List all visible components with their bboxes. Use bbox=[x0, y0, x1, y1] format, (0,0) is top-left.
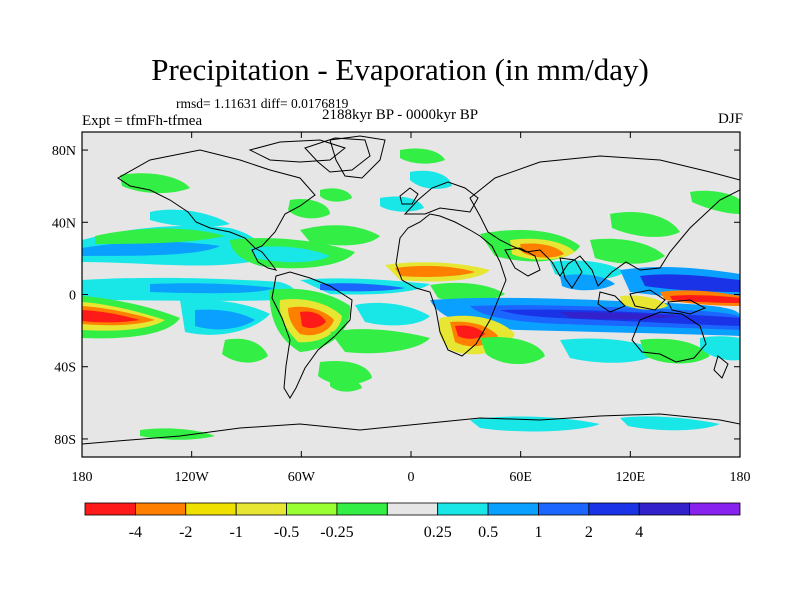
lat-tick-label: 40N bbox=[52, 216, 76, 231]
colorbar-box bbox=[286, 502, 338, 516]
lon-tick-label: 120W bbox=[175, 470, 210, 485]
lat-tick-label: 40S bbox=[54, 361, 76, 376]
contour-fields bbox=[82, 148, 740, 440]
colorbar-box bbox=[336, 502, 388, 516]
colorbar-box bbox=[437, 502, 489, 516]
lon-tick-label: 120E bbox=[616, 470, 646, 485]
colorbar-box bbox=[588, 502, 640, 516]
colorbar-box bbox=[386, 502, 439, 516]
colorbar-label: -2 bbox=[179, 524, 192, 541]
chart-title: Precipitation - Evaporation (in mm/day) bbox=[151, 52, 649, 87]
colorbar-label: -1 bbox=[229, 524, 242, 541]
experiment-label: Expt = tfmFh-tfmea bbox=[82, 113, 203, 129]
colorbar-box bbox=[185, 502, 237, 516]
lon-tick-label: 180 bbox=[730, 470, 751, 485]
lat-tick-label: 0 bbox=[69, 289, 76, 304]
colorbar-label: 4 bbox=[635, 524, 643, 541]
season-label: DJF bbox=[717, 111, 743, 127]
colorbar-boxes bbox=[84, 502, 741, 516]
lon-tick-label: 180 bbox=[72, 470, 93, 485]
stats-label: rmsd= 1.11631 diff= 0.0176819 bbox=[176, 96, 349, 111]
colorbar-box bbox=[84, 502, 136, 516]
colorbar-label: -4 bbox=[129, 524, 142, 541]
coastlines bbox=[82, 135, 740, 445]
colorbar-label: 2 bbox=[585, 524, 593, 541]
colorbar-label: 1 bbox=[534, 524, 542, 541]
colorbar-box bbox=[134, 502, 187, 516]
lon-tick-label: 60W bbox=[288, 470, 316, 485]
colorbar-label: -0.5 bbox=[274, 524, 299, 541]
colorbar-box bbox=[487, 502, 539, 516]
colorbar-box bbox=[235, 502, 287, 516]
colorbar-box bbox=[638, 502, 691, 516]
colorbar-label: 0.25 bbox=[424, 524, 452, 541]
lat-tick-label: 80S bbox=[54, 433, 76, 448]
period-subtitle: 2188kyr BP - 0000kyr BP bbox=[322, 107, 479, 123]
colorbar-label: -0.25 bbox=[320, 524, 353, 541]
lat-tick-label: 80N bbox=[52, 144, 76, 159]
colorbar-label: 0.5 bbox=[478, 524, 498, 541]
axis-ticks: 80N 40N 0 40S 80S 180 120W 60W 0 60E 120E 180 bbox=[52, 132, 751, 485]
lon-tick-label: 60E bbox=[509, 470, 532, 485]
lon-tick-label: 0 bbox=[408, 470, 415, 485]
colorbar-box bbox=[689, 502, 741, 516]
colorbar-box bbox=[538, 502, 590, 516]
colorbar-labels: -4 -2 -1 -0.5 -0.25 0.25 0.5 1 2 4 bbox=[129, 524, 644, 541]
